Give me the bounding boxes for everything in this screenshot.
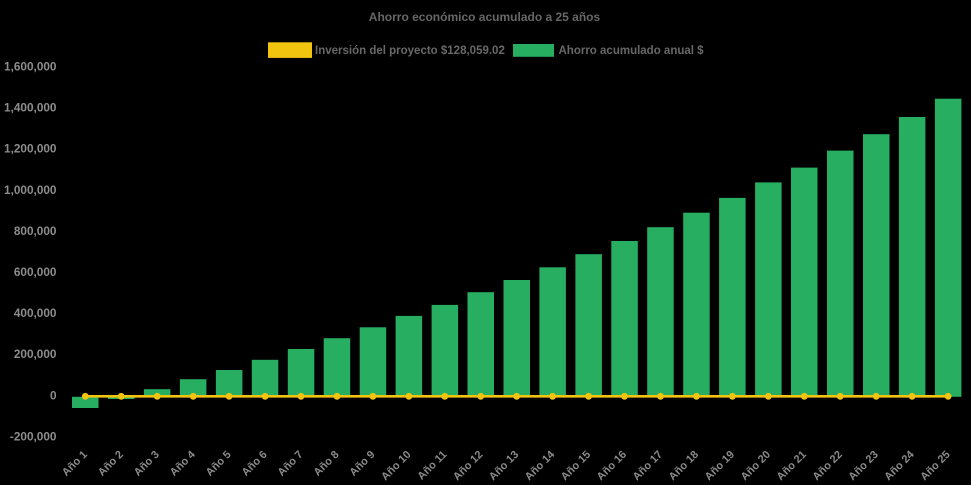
svg-text:800,000: 800,000 bbox=[14, 224, 57, 238]
svg-text:200,000: 200,000 bbox=[14, 347, 57, 361]
svg-text:1,400,000: 1,400,000 bbox=[4, 101, 57, 115]
svg-text:600,000: 600,000 bbox=[14, 265, 57, 279]
svg-text:0: 0 bbox=[50, 388, 57, 402]
svg-text:1,600,000: 1,600,000 bbox=[4, 60, 57, 74]
svg-text:Ahorro económico acumulado a 2: Ahorro económico acumulado a 25 años bbox=[369, 10, 601, 24]
svg-text:1,000,000: 1,000,000 bbox=[4, 183, 57, 197]
svg-text:-200,000: -200,000 bbox=[10, 429, 57, 443]
svg-text:400,000: 400,000 bbox=[14, 306, 57, 320]
svg-text:Ahorro acumulado anual $: Ahorro acumulado anual $ bbox=[559, 45, 705, 57]
svg-text:Inversión del proyecto $128,05: Inversión del proyecto $128,059.02 bbox=[315, 45, 505, 57]
svg-text:1,200,000: 1,200,000 bbox=[4, 142, 57, 156]
